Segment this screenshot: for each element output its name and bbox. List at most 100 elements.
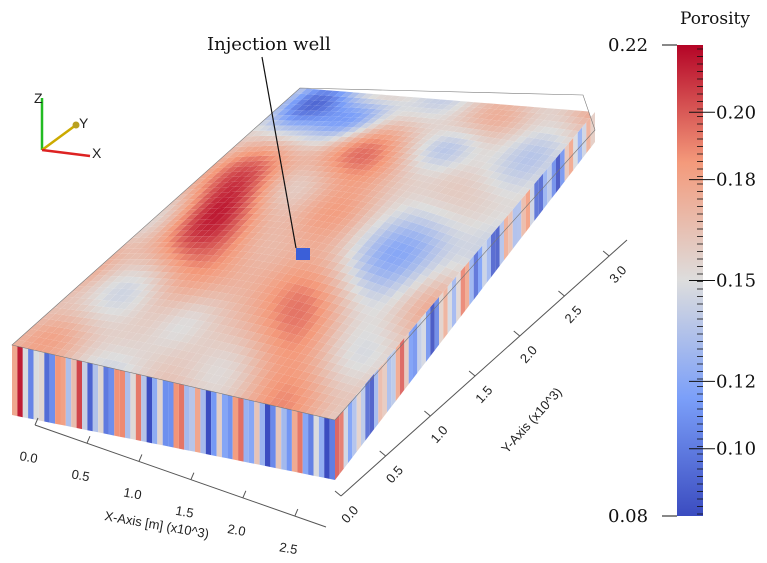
heatmap-cell	[391, 324, 404, 334]
front-face-strip	[270, 405, 276, 469]
heatmap-cell	[236, 338, 250, 348]
heatmap-cell	[472, 154, 485, 162]
heatmap-cell	[482, 207, 495, 217]
heatmap-cell	[397, 251, 411, 261]
heatmap-cell	[452, 263, 465, 273]
front-face-strip	[135, 373, 142, 441]
heatmap-cell	[145, 298, 159, 306]
heatmap-cell	[263, 186, 277, 192]
heatmap-cell	[410, 173, 423, 181]
heatmap-cell	[152, 298, 166, 307]
heatmap-cell	[243, 297, 257, 307]
heatmap-cell	[348, 132, 361, 138]
heatmap-cell	[326, 156, 339, 162]
heatmap-cell	[447, 126, 460, 132]
heatmap-cell	[300, 380, 313, 390]
heatmap-cell	[187, 224, 201, 231]
heatmap-cell	[558, 122, 571, 130]
right-face-strip	[443, 286, 448, 340]
heatmap-cell	[306, 160, 320, 166]
heatmap-cell	[380, 155, 393, 162]
heatmap-cell	[347, 267, 360, 277]
heatmap-cell	[490, 218, 503, 228]
heatmap-cell	[410, 143, 424, 150]
heatmap-cell	[131, 296, 145, 304]
heatmap-cell	[356, 321, 370, 331]
heatmap-cell	[40, 338, 54, 346]
heatmap-cell	[321, 202, 335, 209]
heatmap-cell	[154, 236, 168, 243]
heatmap-cell	[306, 339, 319, 349]
heatmap-cell	[465, 187, 478, 196]
heatmap-cell	[491, 151, 504, 159]
heatmap-cell	[405, 185, 419, 193]
heatmap-cell	[424, 113, 438, 119]
heatmap-cell	[209, 230, 223, 237]
heatmap-cell	[569, 110, 582, 118]
heatmap-cell	[480, 162, 493, 170]
heatmap-cell	[340, 375, 353, 384]
heatmap-cell	[170, 209, 183, 216]
heatmap-cell	[481, 130, 494, 137]
heatmap-cell	[139, 304, 153, 312]
heatmap-cell	[227, 181, 241, 188]
heatmap-cell	[82, 339, 96, 348]
heatmap-cell	[494, 132, 507, 140]
heatmap-cell	[66, 291, 80, 298]
heatmap-cell	[415, 168, 429, 175]
heatmap-cell	[210, 197, 223, 204]
heatmap-cell	[363, 210, 377, 218]
heatmap-cell	[198, 173, 211, 179]
heatmap-cell	[312, 155, 326, 161]
heatmap-cell	[255, 214, 269, 221]
heatmap-cell	[334, 162, 347, 168]
heatmap-cell	[350, 107, 363, 113]
y-axis-label: Y	[79, 115, 89, 131]
heatmap-cell	[115, 288, 129, 296]
heatmap-cell	[433, 159, 447, 166]
heatmap-cell	[91, 349, 105, 358]
heatmap-cell	[270, 372, 284, 382]
heatmap-cell	[499, 121, 512, 128]
reservoir-block	[11, 87, 596, 480]
heatmap-cell	[433, 124, 446, 130]
heatmap-cell	[406, 262, 419, 272]
heatmap-cell	[395, 275, 408, 285]
heatmap-cell	[322, 101, 336, 107]
heatmap-cell	[97, 342, 111, 351]
heatmap-cell	[374, 344, 388, 354]
heatmap-cell	[247, 358, 261, 367]
heatmap-cell	[565, 123, 578, 131]
heatmap-cell	[133, 237, 147, 243]
front-face-strip	[313, 415, 319, 477]
heatmap-cell	[336, 280, 349, 290]
heatmap-cell	[179, 367, 193, 377]
heatmap-cell	[243, 225, 257, 233]
heatmap-cell	[249, 290, 262, 300]
heatmap-cell	[332, 224, 346, 233]
heatmap-cell	[122, 253, 136, 260]
heatmap-cell	[359, 223, 373, 232]
heatmap-cell	[398, 293, 412, 303]
heatmap-cell	[168, 200, 181, 206]
heatmap-cell	[330, 178, 344, 185]
heatmap-cell	[166, 225, 180, 232]
heatmap-cell	[474, 237, 487, 247]
heatmap-cell	[217, 167, 231, 173]
heatmap-cell	[389, 202, 402, 210]
heatmap-cell	[269, 248, 282, 257]
heatmap-cell	[346, 122, 359, 128]
heatmap-cell	[281, 203, 294, 210]
heatmap-cell	[116, 295, 130, 303]
heatmap-cell	[275, 322, 289, 332]
heatmap-cell	[536, 146, 549, 155]
heatmap-cell	[414, 97, 428, 103]
heatmap-cell	[183, 242, 197, 248]
heatmap-cell	[187, 295, 201, 304]
heatmap-cell	[122, 324, 136, 332]
heatmap-cell	[388, 95, 401, 101]
heatmap-cell	[249, 186, 263, 192]
heatmap-cell	[240, 141, 254, 147]
heatmap-cell	[141, 312, 155, 320]
heatmap-cell	[123, 295, 137, 303]
